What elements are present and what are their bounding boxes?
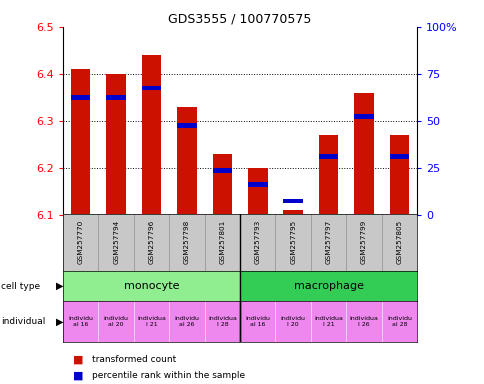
Text: cell type: cell type	[1, 281, 40, 291]
Text: individu
al 16: individu al 16	[68, 316, 93, 327]
Text: GSM257799: GSM257799	[360, 220, 366, 265]
Text: ■: ■	[73, 371, 83, 381]
Text: individua
l 26: individua l 26	[349, 316, 378, 327]
Bar	[247, 182, 267, 187]
Text: GSM257795: GSM257795	[289, 220, 296, 265]
Bar	[106, 74, 126, 215]
Text: individua
l 21: individua l 21	[314, 316, 342, 327]
Bar	[71, 69, 91, 215]
Bar	[283, 199, 302, 203]
Text: individu
al 20: individu al 20	[104, 316, 128, 327]
Bar	[389, 154, 408, 159]
Text: transformed count: transformed count	[92, 355, 176, 364]
Text: ▶: ▶	[56, 281, 63, 291]
Bar	[141, 86, 161, 90]
Text: GSM257797: GSM257797	[325, 220, 331, 265]
Bar	[240, 271, 416, 301]
Bar	[353, 114, 373, 119]
Text: ■: ■	[73, 355, 83, 365]
Bar	[318, 154, 338, 159]
Bar	[283, 210, 302, 215]
Text: GSM257770: GSM257770	[77, 220, 84, 265]
Text: individua
l 28: individua l 28	[208, 316, 236, 327]
Bar	[177, 107, 197, 215]
Bar	[212, 168, 232, 173]
Text: macrophage: macrophage	[293, 281, 363, 291]
Text: individual: individual	[1, 317, 45, 326]
Text: GSM257801: GSM257801	[219, 220, 225, 265]
Text: individu
al 16: individu al 16	[245, 316, 270, 327]
Text: individu
al 26: individu al 26	[174, 316, 199, 327]
Bar	[353, 93, 373, 215]
Text: individua
l 21: individua l 21	[137, 316, 166, 327]
Text: GSM257796: GSM257796	[148, 220, 154, 265]
Text: monocyte: monocyte	[123, 281, 179, 291]
Bar	[71, 95, 91, 100]
Bar	[141, 55, 161, 215]
Text: percentile rank within the sample: percentile rank within the sample	[92, 371, 245, 380]
Bar	[106, 95, 126, 100]
Text: individu
l 20: individu l 20	[280, 316, 305, 327]
Text: individu
al 28: individu al 28	[386, 316, 411, 327]
Bar	[318, 135, 338, 215]
Text: GSM257794: GSM257794	[113, 220, 119, 265]
Title: GDS3555 / 100770575: GDS3555 / 100770575	[168, 13, 311, 26]
Bar	[389, 135, 408, 215]
Text: GSM257793: GSM257793	[254, 220, 260, 265]
Text: GSM257798: GSM257798	[183, 220, 190, 265]
Bar	[247, 168, 267, 215]
Text: ▶: ▶	[56, 316, 63, 327]
Bar	[177, 123, 197, 128]
Bar	[63, 271, 240, 301]
Bar	[212, 154, 232, 215]
Text: GSM257805: GSM257805	[395, 220, 402, 265]
